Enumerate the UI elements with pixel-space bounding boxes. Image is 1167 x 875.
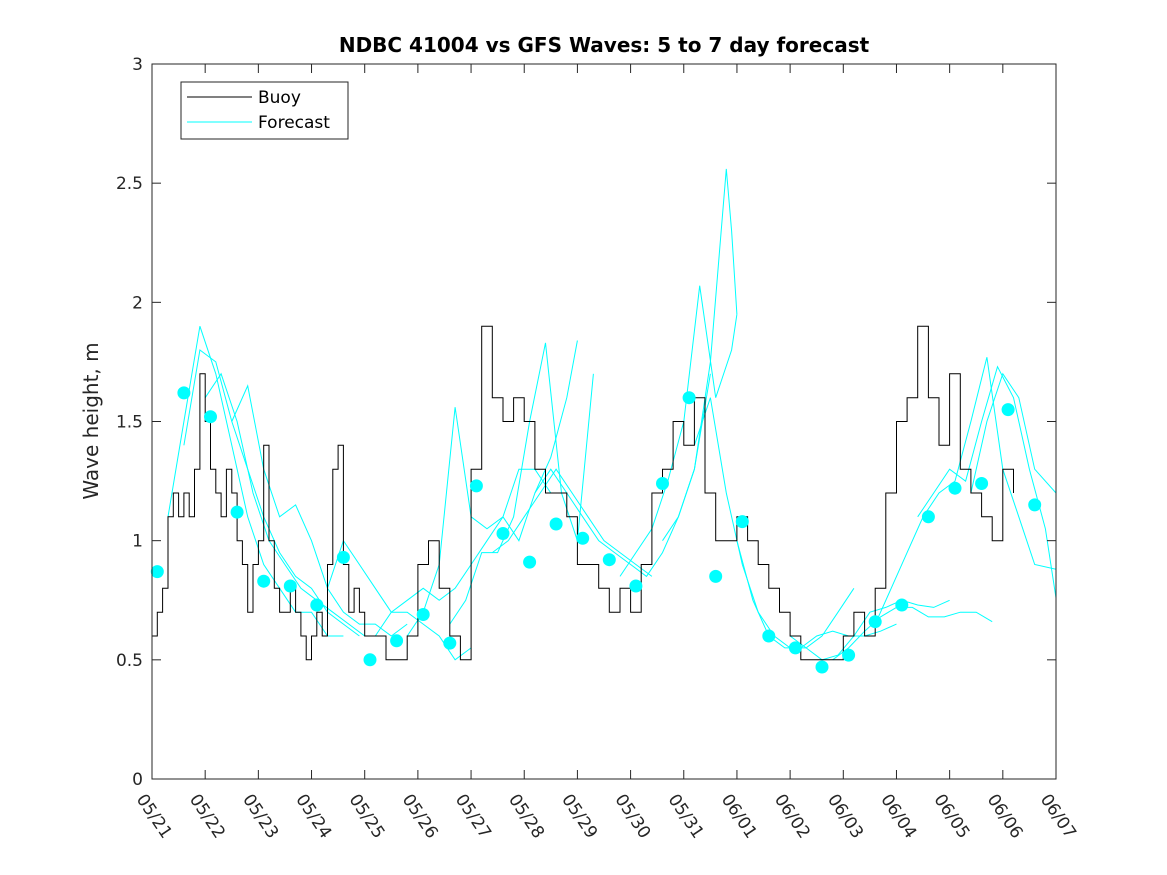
- x-tick-label: 06/05: [930, 791, 974, 843]
- y-tick-label: 3: [132, 55, 143, 75]
- forecast-marker: [496, 527, 510, 540]
- forecast-run-7: [406, 340, 578, 637]
- forecast-run-15: [789, 599, 950, 661]
- x-tick-label: 05/31: [664, 791, 708, 843]
- forecast-marker: [735, 515, 749, 529]
- x-tick-label: 05/21: [132, 791, 176, 843]
- forecast-marker: [1001, 403, 1015, 417]
- x-tick-label: 06/04: [876, 791, 920, 843]
- forecast-marker: [336, 550, 350, 564]
- forecast-run-17: [874, 357, 1057, 625]
- forecast-marker: [283, 579, 297, 593]
- forecast-marker: [921, 510, 935, 524]
- y-axis-label: Wave height, m: [79, 342, 103, 499]
- forecast-marker: [868, 615, 882, 629]
- x-tick-label: 05/24: [291, 791, 335, 843]
- forecast-marker: [523, 555, 537, 569]
- forecast-marker: [656, 477, 669, 490]
- plot-area: [152, 64, 1056, 779]
- legend-box: [180, 81, 349, 140]
- series-layer: [150, 168, 1057, 674]
- y-tick-label: 2: [132, 293, 143, 313]
- forecast-marker: [815, 660, 829, 674]
- forecast-marker: [842, 648, 856, 662]
- forecast-run-19: [970, 372, 1057, 494]
- x-tick-label: 06/02: [770, 791, 814, 843]
- forecast-marker: [788, 641, 802, 655]
- forecast-marker: [177, 386, 191, 400]
- x-tick-label: 06/06: [983, 791, 1027, 843]
- y-tick-label: 2.5: [116, 174, 143, 194]
- x-tick-label: 05/25: [345, 791, 389, 843]
- x-tick-label: 06/07: [1036, 791, 1080, 843]
- y-tick-label: 1: [132, 532, 143, 552]
- x-tick-label: 05/29: [557, 791, 601, 843]
- forecast-marker: [416, 608, 430, 621]
- forecast-run-16: [832, 606, 993, 661]
- forecast-marker: [310, 598, 324, 612]
- forecast-marker: [602, 553, 616, 567]
- legend-forecast-label: Forecast: [258, 113, 330, 133]
- x-tick-label: 05/22: [185, 791, 229, 843]
- x-tick-label: 05/30: [610, 791, 654, 843]
- forecast-marker: [390, 634, 404, 648]
- x-tick-label: 06/03: [823, 791, 867, 843]
- y-tick-label: 0: [132, 770, 143, 790]
- x-tick-label: 05/23: [238, 791, 282, 843]
- forecast-run-14: [736, 540, 897, 649]
- forecast-run-2: [183, 349, 360, 637]
- forecast-run-9: [492, 468, 653, 577]
- forecast-run-12: [662, 168, 738, 541]
- forecast-marker: [682, 391, 696, 405]
- forecast-marker: [204, 410, 217, 424]
- forecast-marker: [709, 569, 723, 583]
- forecast-marker: [948, 481, 962, 495]
- forecast-marker: [895, 598, 909, 612]
- forecast-marker: [629, 579, 643, 593]
- forecast-marker: [363, 653, 377, 667]
- forecast-run-1: [167, 326, 344, 637]
- x-tick-label: 05/26: [398, 791, 442, 843]
- buoy-series-line: [152, 325, 1014, 661]
- forecast-run-3: [204, 372, 381, 637]
- x-tick-label: 06/01: [717, 791, 761, 843]
- forecast-marker: [975, 477, 989, 490]
- forecast-marker: [257, 574, 271, 588]
- chart-title: NDBC 41004 vs GFS Waves: 5 to 7 day fore…: [339, 33, 870, 57]
- forecast-marker: [230, 505, 244, 519]
- forecast-marker: [549, 517, 563, 531]
- x-tick-label: 05/27: [451, 791, 495, 843]
- forecast-marker: [762, 629, 776, 643]
- x-tick-label: 05/28: [504, 791, 548, 843]
- forecast-run-4: [231, 384, 408, 637]
- forecast-marker: [443, 636, 457, 650]
- legend: Buoy Forecast: [180, 81, 349, 140]
- forecast-marker: [1028, 498, 1042, 512]
- forecast-marker: [576, 531, 590, 545]
- y-tick-label: 0.5: [116, 651, 143, 671]
- forecast-marker: [150, 565, 164, 579]
- forecast-marker: [469, 479, 483, 493]
- legend-buoy-label: Buoy: [258, 88, 301, 108]
- y-tick-label: 1.5: [116, 413, 143, 433]
